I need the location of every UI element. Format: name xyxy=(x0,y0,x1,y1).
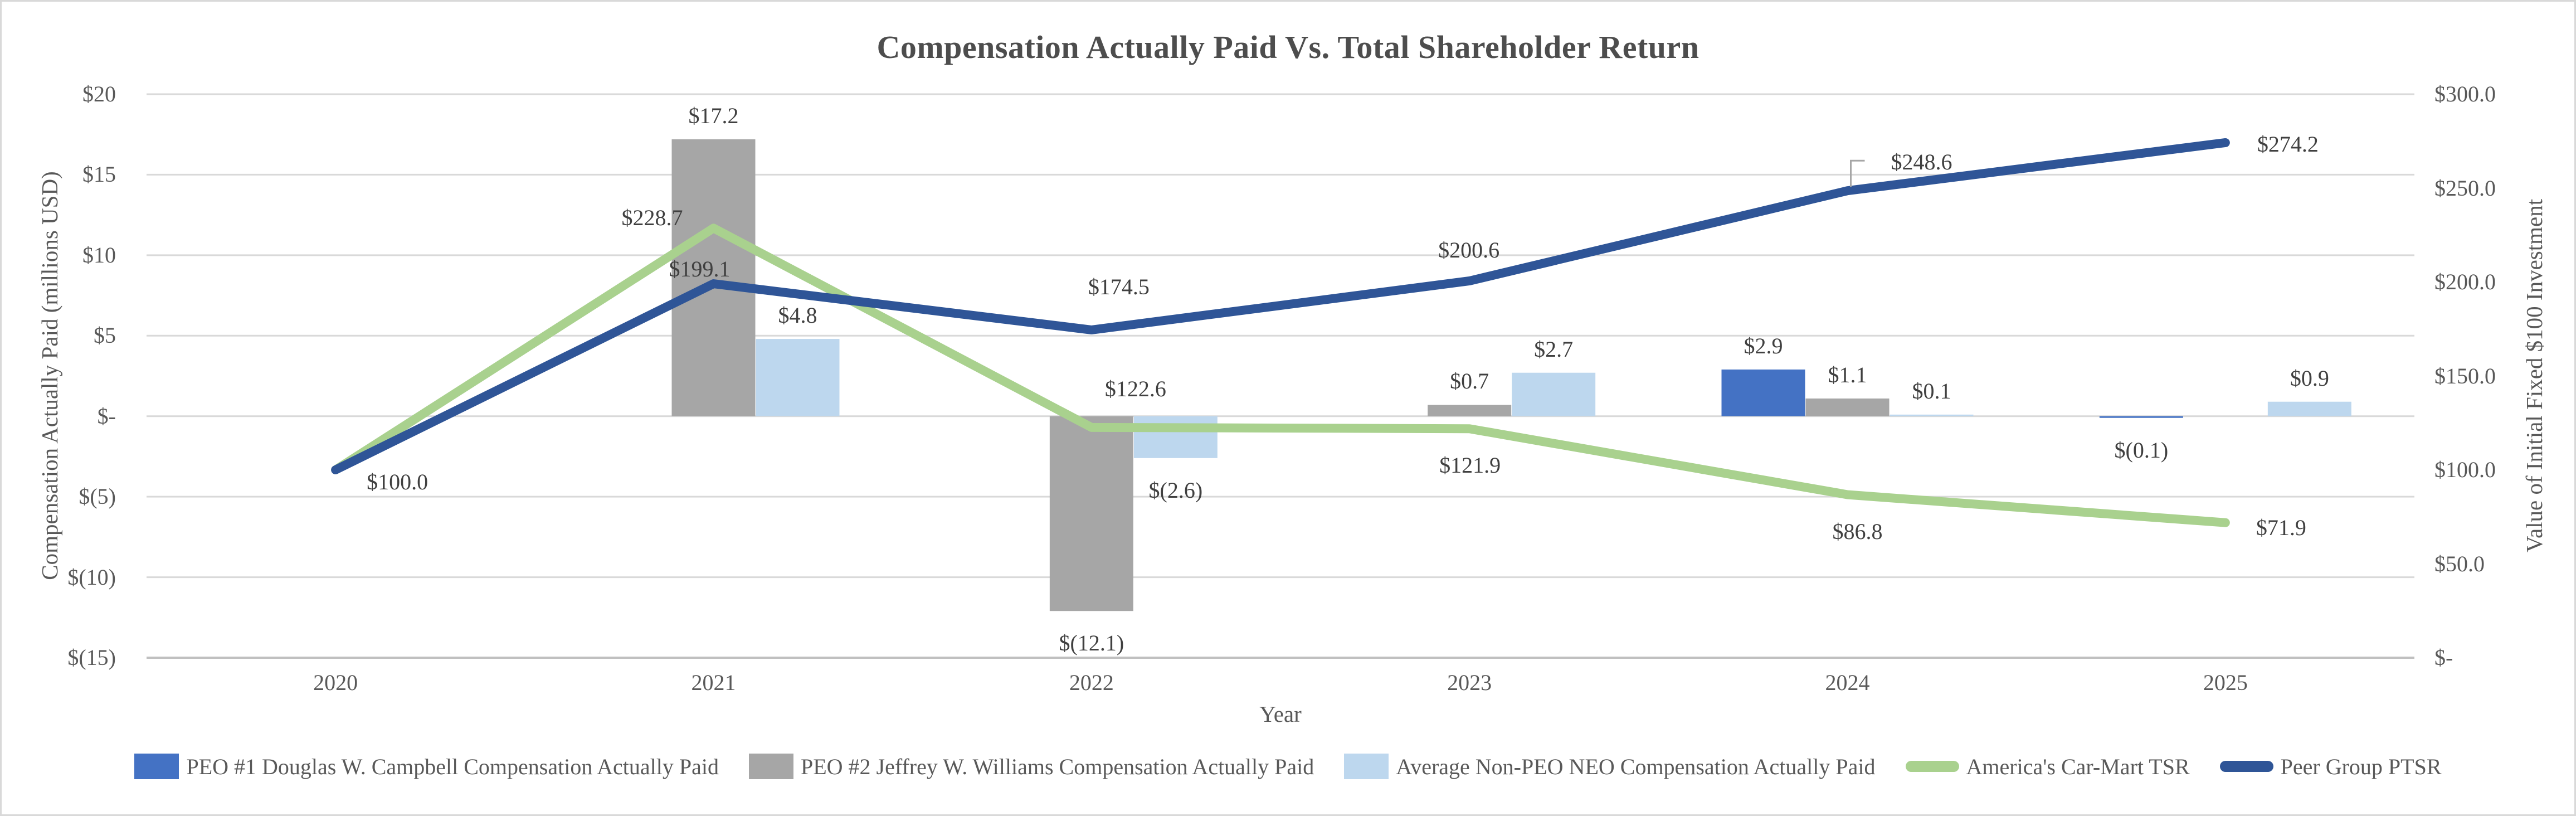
legend-label: PEO #1 Douglas W. Campbell Compensation … xyxy=(186,754,719,779)
left-axis-tick: $(10) xyxy=(67,564,116,590)
line-peer-group-ptsr xyxy=(331,138,2230,474)
legend-bar-swatch-icon xyxy=(748,754,793,779)
line-data-label: $86.8 xyxy=(1832,519,1883,545)
legend-line-swatch-icon xyxy=(2219,761,2273,772)
x-axis-tick: 2024 xyxy=(1825,670,1870,695)
bar-series3-2023 xyxy=(1512,372,1596,416)
left-axis-tick: $15 xyxy=(82,162,116,187)
x-axis-tick: 2025 xyxy=(2203,670,2248,695)
bar-data-label: $(12.1) xyxy=(1059,630,1124,656)
bar-series3-2021 xyxy=(756,339,840,416)
x-axis-tick: 2020 xyxy=(313,670,358,695)
legend-label: Peer Group PTSR xyxy=(2280,754,2442,779)
bar-series2-2024 xyxy=(1805,398,1890,416)
right-axis-tick: $100.0 xyxy=(2434,457,2496,482)
left-axis-tick: $(5) xyxy=(79,484,116,509)
left-axis-tick: $- xyxy=(97,403,116,429)
bar-series3-2024 xyxy=(1890,414,1974,416)
line-data-label: $200.6 xyxy=(1438,237,1500,263)
legend-item-3: Average Non-PEO NEO Compensation Actuall… xyxy=(1344,754,1876,780)
bar-series1-2024 xyxy=(1721,369,1805,416)
callout-leader-line xyxy=(1850,159,1865,187)
x-axis-tick: 2022 xyxy=(1069,670,1114,695)
legend-line-swatch-icon xyxy=(1905,761,1959,772)
left-axis-title: Compensation Actually Paid (millions USD… xyxy=(37,171,62,580)
right-axis-tick: $150.0 xyxy=(2434,363,2496,388)
line-data-label: $274.2 xyxy=(2257,131,2319,157)
chart-title: Compensation Actually Paid Vs. Total Sha… xyxy=(876,29,1700,65)
left-axis-tick: $10 xyxy=(82,242,116,268)
right-axis-tick: $- xyxy=(2434,645,2453,670)
bar-data-label: $2.9 xyxy=(1744,333,1783,358)
legend-label: America's Car-Mart TSR xyxy=(1966,754,2190,779)
left-axis-tick: $20 xyxy=(82,81,116,106)
x-axis-tick: 2023 xyxy=(1447,670,1492,695)
left-axis-tick: $(15) xyxy=(67,645,116,670)
bar-data-label: $(0.1) xyxy=(2114,437,2169,463)
bar-series3-2022 xyxy=(1133,416,1218,458)
legend-item-2: PEO #2 Jeffrey W. Williams Compensation … xyxy=(748,754,1314,780)
bar-data-label: $(2.6) xyxy=(1148,477,1203,503)
line-data-label: $199.1 xyxy=(669,256,731,282)
legend-item-1: PEO #1 Douglas W. Campbell Compensation … xyxy=(134,754,719,780)
bar-data-label: $2.7 xyxy=(1534,336,1574,362)
bar-series2-2021 xyxy=(671,139,756,416)
line-data-label: $100.0 xyxy=(367,469,428,494)
line-data-label: $248.6 xyxy=(1891,149,1952,175)
x-axis-title: Year xyxy=(1259,701,1302,727)
bar-series3-2025 xyxy=(2267,401,2351,416)
bar-series1-2025 xyxy=(2099,416,2183,418)
bar-data-label: $4.8 xyxy=(778,303,817,328)
legend-label: Average Non-PEO NEO Compensation Actuall… xyxy=(1396,754,1876,779)
right-axis-tick: $200.0 xyxy=(2434,269,2496,294)
right-axis-tick: $50.0 xyxy=(2434,551,2485,576)
bar-data-label: $0.9 xyxy=(2290,365,2329,391)
legend-label: PEO #2 Jeffrey W. Williams Compensation … xyxy=(800,754,1314,779)
legend-item-4: America's Car-Mart TSR xyxy=(1905,754,2190,780)
line-car-mart-tsr xyxy=(331,224,2230,527)
bar-data-label: $1.1 xyxy=(1828,362,1867,387)
left-axis-tick: $5 xyxy=(94,323,116,348)
legend-bar-swatch-icon xyxy=(1344,754,1389,779)
line-data-label: $228.7 xyxy=(621,205,683,231)
bar-series2-2023 xyxy=(1428,405,1512,416)
legend-bar-swatch-icon xyxy=(134,754,179,779)
bar-data-label: $0.7 xyxy=(1450,368,1489,394)
line-data-label: $121.9 xyxy=(1439,453,1501,478)
legend: PEO #1 Douglas W. Campbell Compensation … xyxy=(2,746,2574,786)
line-data-label: $71.9 xyxy=(2256,514,2306,540)
right-axis-tick: $300.0 xyxy=(2434,81,2496,106)
bar-data-label: $17.2 xyxy=(688,103,739,128)
x-axis-tick: 2021 xyxy=(691,670,736,695)
line-data-label: $122.6 xyxy=(1104,376,1166,401)
right-axis-tick: $250.0 xyxy=(2434,175,2496,201)
bar-series2-2022 xyxy=(1049,416,1133,611)
bar-data-label: $0.1 xyxy=(1912,378,1951,404)
legend-item-5: Peer Group PTSR xyxy=(2219,754,2442,780)
line-data-label: $174.5 xyxy=(1088,274,1150,299)
